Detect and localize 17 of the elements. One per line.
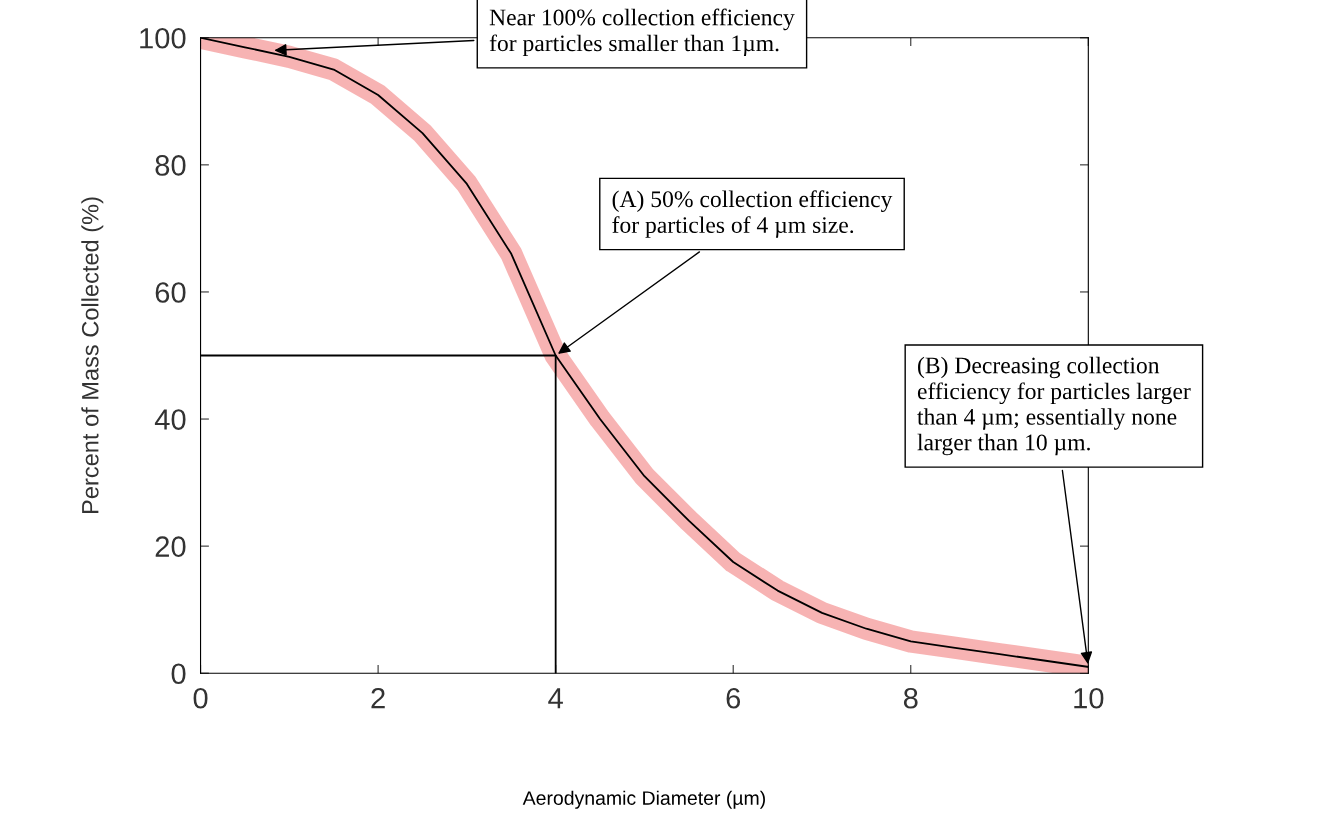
x-tick-label: 10 <box>1074 687 1104 709</box>
x-tick-label: 8 <box>903 687 918 709</box>
annotation: (B) Decreasing collection efficiency for particles larger than 4 µm; essentially none larger than 10 µm. <box>917 356 1191 456</box>
y-tick-label: 80 <box>155 155 186 176</box>
x-tick-label: 4 <box>548 688 563 709</box>
annotation: Near 100% collection efficiency for particles smaller than 1µm. <box>489 8 795 57</box>
x-axis-title: Aerodynamic Diameter (µm) <box>522 790 765 809</box>
x-tick-label: 6 <box>726 687 741 709</box>
y-tick-label: 20 <box>155 536 186 557</box>
y-tick-label: 100 <box>140 27 186 49</box>
y-tick-label: 60 <box>155 282 186 303</box>
x-tick-label: 2 <box>371 687 385 709</box>
y-axis-title: Percent of Mass Collected (%) <box>81 197 104 513</box>
annotation: (A) 50% collection efficiency for particles of 4 µm size. <box>612 190 893 238</box>
y-tick-label: 40 <box>154 409 186 430</box>
x-tick-label: 0 <box>193 687 208 709</box>
y-tick-label: 0 <box>171 663 186 685</box>
